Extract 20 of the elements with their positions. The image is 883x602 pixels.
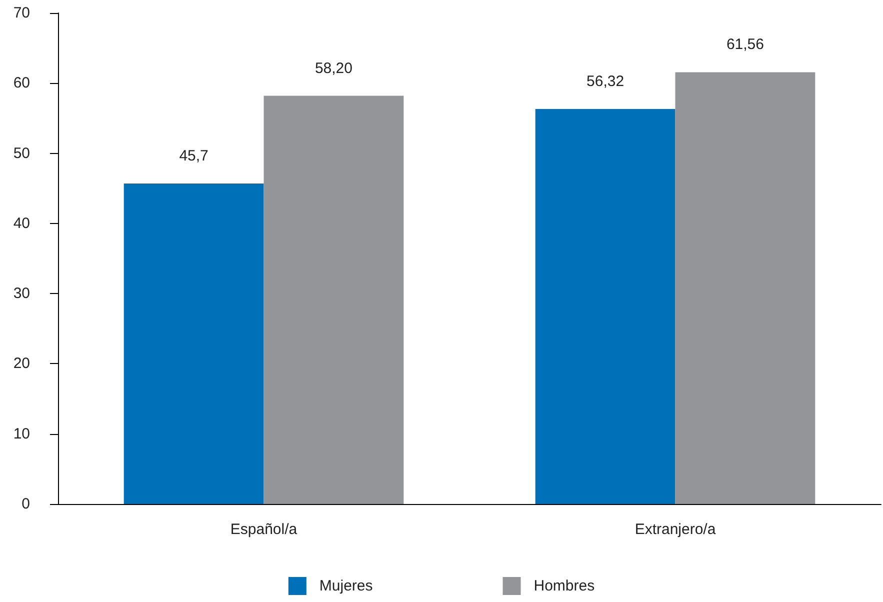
bar	[535, 108, 676, 504]
y-tick-label: 50	[13, 144, 30, 162]
y-tick-label: 0	[22, 496, 30, 512]
y-tick-label: 40	[13, 214, 30, 232]
bar	[675, 72, 816, 504]
y-tick-label: 10	[13, 425, 30, 442]
data-label: 45,7	[179, 147, 208, 164]
x-tick-label: Español/a	[230, 521, 298, 538]
y-tick-label: 60	[13, 74, 30, 92]
data-label: 61,56	[726, 36, 764, 54]
legend-label: Mujeres	[319, 578, 373, 594]
legend-label: Hombres	[534, 578, 595, 594]
data-label: 58,20	[314, 60, 352, 77]
bar	[264, 96, 404, 504]
bar	[124, 183, 264, 504]
data-label: 56,32	[586, 72, 624, 90]
x-tick-label: Extranjero/a	[634, 521, 716, 538]
y-tick-label: 30	[13, 285, 30, 302]
y-tick-label: 20	[13, 355, 30, 372]
y-tick-label: 70	[13, 4, 30, 22]
